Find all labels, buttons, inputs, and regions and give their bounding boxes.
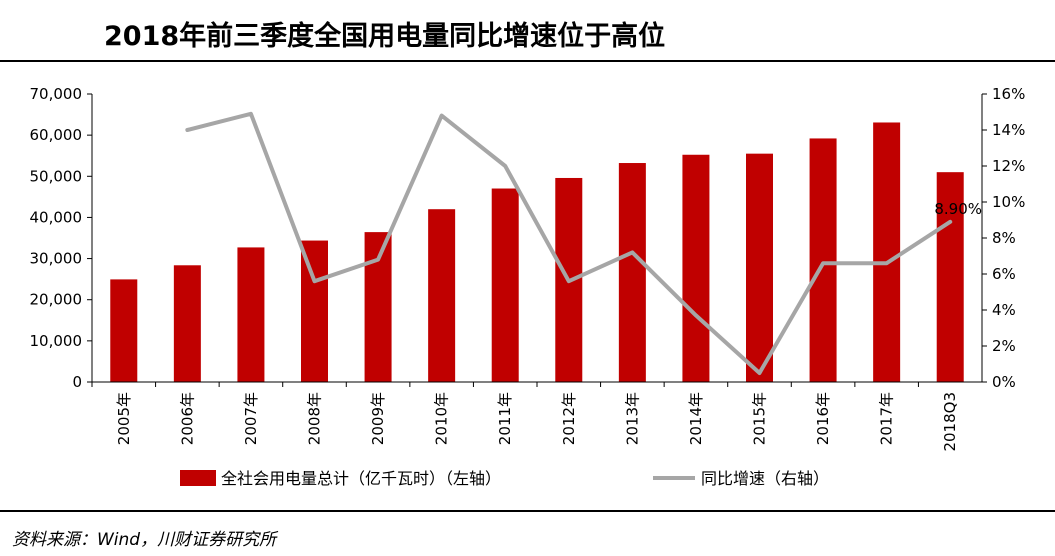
- bar: [491, 188, 519, 382]
- left-tick-label: 30,000: [30, 250, 83, 268]
- bar: [428, 209, 456, 382]
- bar: [873, 122, 901, 382]
- axes: [91, 94, 983, 383]
- right-tick-label: 14%: [992, 121, 1025, 139]
- x-tick-label: 2017年: [878, 392, 896, 445]
- right-tick-label: 16%: [992, 85, 1025, 103]
- x-tick-label: 2018Q3: [941, 392, 959, 452]
- bar: [682, 154, 710, 382]
- bar: [364, 232, 392, 382]
- x-axis-labels: 2005年 2006年 2007年 2008年 2009年 2010年 2011年 2012年…: [91, 382, 959, 452]
- x-tick-label: 2016年: [814, 392, 832, 445]
- annotations: 8.90%: [934, 200, 982, 218]
- left-tick-label: 60,000: [30, 126, 83, 144]
- source-note: 资料来源：Wind，川财证券研究所: [12, 530, 277, 550]
- right-tick-label: 10%: [992, 193, 1025, 211]
- x-tick-label: 2009年: [369, 392, 387, 445]
- x-tick-label: 2015年: [751, 392, 769, 445]
- x-tick-label: 2010年: [433, 392, 451, 445]
- x-tick-label: 2006年: [178, 392, 196, 445]
- bar: [618, 163, 646, 382]
- legend: 全社会用电量总计（亿千瓦时）（左轴） 同比增速（右轴）: [180, 469, 829, 488]
- left-tick-label: 0: [72, 373, 82, 391]
- bar: [301, 240, 328, 382]
- x-tick-label: 2012年: [560, 392, 578, 445]
- right-axis-ticks: 0% 2% 4% 6% 8% 10% 12% 14% 16%: [982, 85, 1025, 391]
- left-axis-ticks: 0 10,000 20,000 30,000 40,000 50,000 60,000 70,…: [30, 85, 92, 391]
- legend-swatch-bar: [180, 470, 216, 486]
- legend-label-line: 同比增速（右轴）: [701, 469, 829, 488]
- x-tick-label: 2005年: [115, 392, 133, 445]
- right-tick-label: 2%: [992, 337, 1016, 355]
- bar: [237, 247, 265, 382]
- data-label: 8.90%: [934, 200, 982, 218]
- bar: [936, 172, 964, 382]
- footer-divider: [0, 510, 1055, 512]
- x-tick-label: 2014年: [687, 392, 705, 445]
- bar-series: [110, 122, 964, 382]
- x-tick-label: 2007年: [242, 392, 260, 445]
- x-tick-label: 2008年: [306, 392, 324, 445]
- x-tick-label: 2013年: [623, 392, 641, 445]
- electricity-chart: 0 10,000 20,000 30,000 40,000 50,000 60,000 70,…: [30, 85, 1026, 488]
- left-tick-label: 20,000: [30, 291, 83, 309]
- legend-label-bar: 全社会用电量总计（亿千瓦时）（左轴）: [221, 469, 501, 488]
- bar: [110, 279, 138, 382]
- left-tick-label: 10,000: [30, 332, 83, 350]
- bar: [746, 153, 773, 382]
- right-tick-label: 8%: [992, 229, 1016, 247]
- right-tick-label: 0%: [992, 373, 1016, 391]
- right-tick-label: 4%: [992, 301, 1016, 319]
- title-divider: [0, 60, 1055, 62]
- right-tick-label: 12%: [992, 157, 1025, 175]
- line-series: [185, 111, 953, 375]
- left-tick-label: 50,000: [30, 167, 83, 185]
- page-title: 2018年前三季度全国用电量同比增速位于高位: [104, 21, 666, 52]
- bar: [173, 265, 201, 382]
- left-tick-label: 40,000: [30, 208, 83, 226]
- right-tick-label: 6%: [992, 265, 1016, 283]
- x-tick-label: 2011年: [496, 392, 514, 445]
- left-tick-label: 70,000: [30, 85, 83, 103]
- bar: [809, 138, 837, 382]
